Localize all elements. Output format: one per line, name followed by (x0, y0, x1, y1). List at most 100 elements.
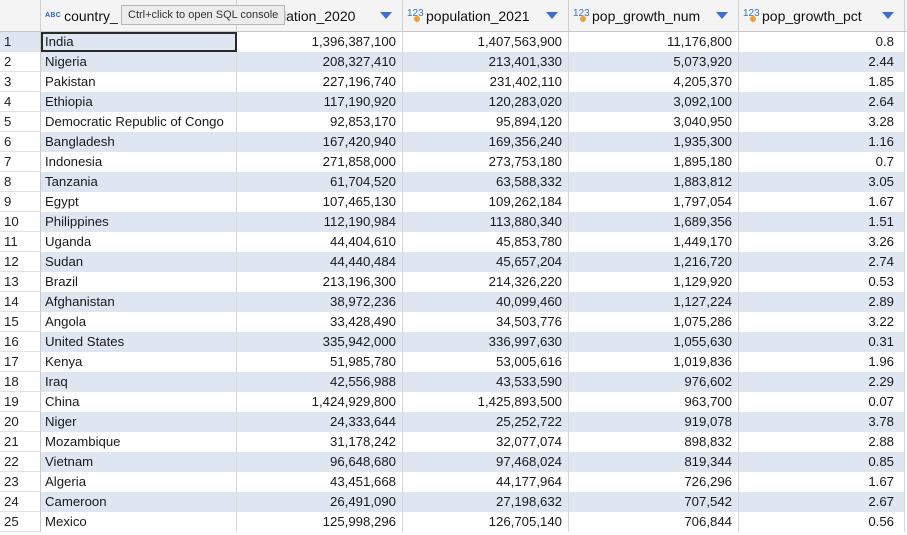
column-header-pop-growth-num[interactable]: 123 pop_growth_num (569, 0, 739, 31)
cell-country[interactable]: Niger (41, 412, 237, 432)
cell-pop-growth-num[interactable]: 11,176,800 (569, 32, 739, 52)
cell-population-2020[interactable]: 24,333,644 (237, 412, 403, 432)
cell-pop-growth-num[interactable]: 1,055,630 (569, 332, 739, 352)
row-number[interactable]: 11 (0, 232, 41, 252)
table-row[interactable]: 8 Tanzania 61,704,520 63,588,332 1,883,812 3.… (0, 172, 907, 192)
table-row[interactable]: 2 Nigeria 208,327,410 213,401,330 5,073,920 2… (0, 52, 907, 72)
cell-pop-growth-num[interactable]: 1,797,054 (569, 192, 739, 212)
cell-country[interactable]: Cameroon (41, 492, 237, 512)
cell-population-2020[interactable]: 167,420,940 (237, 132, 403, 152)
cell-population-2020[interactable]: 1,396,387,100 (237, 32, 403, 52)
cell-country[interactable]: Democratic Republic of Congo (41, 112, 237, 132)
cell-population-2020[interactable]: 107,465,130 (237, 192, 403, 212)
cell-pop-growth-pct[interactable]: 3.22 (739, 312, 905, 332)
cell-pop-growth-pct[interactable]: 0.85 (739, 452, 905, 472)
row-number[interactable]: 13 (0, 272, 41, 292)
table-row[interactable]: 18 Iraq 42,556,988 43,533,590 976,602 2.29 (0, 372, 907, 392)
cell-pop-growth-pct[interactable]: 0.07 (739, 392, 905, 412)
column-header-population-2020[interactable]: lation_2020 (237, 0, 403, 31)
cell-pop-growth-num[interactable]: 726,296 (569, 472, 739, 492)
row-number[interactable]: 22 (0, 452, 41, 472)
cell-population-2021[interactable]: 40,099,460 (403, 292, 569, 312)
cell-population-2021[interactable]: 53,005,616 (403, 352, 569, 372)
table-row[interactable]: 11 Uganda 44,404,610 45,853,780 1,449,170 3.2… (0, 232, 907, 252)
cell-country[interactable]: Brazil (41, 272, 237, 292)
cell-pop-growth-num[interactable]: 3,040,950 (569, 112, 739, 132)
cell-population-2020[interactable]: 44,404,610 (237, 232, 403, 252)
cell-population-2021[interactable]: 45,853,780 (403, 232, 569, 252)
cell-country[interactable]: Philippines (41, 212, 237, 232)
row-number[interactable]: 15 (0, 312, 41, 332)
table-row[interactable]: 15 Angola 33,428,490 34,503,776 1,075,286 3.2… (0, 312, 907, 332)
cell-population-2020[interactable]: 38,972,236 (237, 292, 403, 312)
cell-pop-growth-pct[interactable]: 0.56 (739, 512, 905, 532)
cell-population-2020[interactable]: 213,196,300 (237, 272, 403, 292)
cell-population-2020[interactable]: 117,190,920 (237, 92, 403, 112)
cell-population-2020[interactable]: 31,178,242 (237, 432, 403, 452)
cell-population-2021[interactable]: 32,077,074 (403, 432, 569, 452)
cell-pop-growth-num[interactable]: 1,449,170 (569, 232, 739, 252)
cell-country[interactable]: Vietnam (41, 452, 237, 472)
table-row[interactable]: 13 Brazil 213,196,300 214,326,220 1,129,920 0… (0, 272, 907, 292)
chevron-down-icon[interactable] (380, 12, 392, 19)
row-number[interactable]: 5 (0, 112, 41, 132)
table-row[interactable]: 1 India 1,396,387,100 1,407,563,900 11,176,8… (0, 32, 907, 52)
row-number[interactable]: 12 (0, 252, 41, 272)
cell-pop-growth-num[interactable]: 706,844 (569, 512, 739, 532)
cell-pop-growth-num[interactable]: 1,895,180 (569, 152, 739, 172)
cell-population-2021[interactable]: 44,177,964 (403, 472, 569, 492)
cell-pop-growth-pct[interactable]: 3.28 (739, 112, 905, 132)
table-row[interactable]: 17 Kenya 51,985,780 53,005,616 1,019,836 1.96 (0, 352, 907, 372)
cell-population-2021[interactable]: 63,588,332 (403, 172, 569, 192)
cell-pop-growth-pct[interactable]: 2.88 (739, 432, 905, 452)
cell-country[interactable]: Kenya (41, 352, 237, 372)
row-number[interactable]: 8 (0, 172, 41, 192)
cell-pop-growth-pct[interactable]: 0.31 (739, 332, 905, 352)
row-number[interactable]: 6 (0, 132, 41, 152)
cell-pop-growth-pct[interactable]: 1.51 (739, 212, 905, 232)
cell-pop-growth-pct[interactable]: 3.78 (739, 412, 905, 432)
cell-pop-growth-num[interactable]: 1,075,286 (569, 312, 739, 332)
row-number[interactable]: 14 (0, 292, 41, 312)
cell-population-2021[interactable]: 120,283,020 (403, 92, 569, 112)
table-row[interactable]: 14 Afghanistan 38,972,236 40,099,460 1,127,2… (0, 292, 907, 312)
cell-pop-growth-num[interactable]: 5,073,920 (569, 52, 739, 72)
cell-pop-growth-num[interactable]: 1,127,224 (569, 292, 739, 312)
cell-pop-growth-num[interactable]: 1,216,720 (569, 252, 739, 272)
row-number[interactable]: 18 (0, 372, 41, 392)
cell-country[interactable]: India (41, 32, 237, 52)
cell-country[interactable]: Egypt (41, 192, 237, 212)
cell-population-2021[interactable]: 113,880,340 (403, 212, 569, 232)
chevron-down-icon[interactable] (546, 12, 558, 19)
cell-pop-growth-pct[interactable]: 0.53 (739, 272, 905, 292)
cell-country[interactable]: Afghanistan (41, 292, 237, 312)
table-row[interactable]: 21 Mozambique 31,178,242 32,077,074 898,832 2… (0, 432, 907, 452)
cell-population-2021[interactable]: 231,402,110 (403, 72, 569, 92)
cell-pop-growth-pct[interactable]: 1.67 (739, 472, 905, 492)
cell-population-2020[interactable]: 43,451,668 (237, 472, 403, 492)
table-row[interactable]: 22 Vietnam 96,648,680 97,468,024 819,344 0.85 (0, 452, 907, 472)
cell-pop-growth-pct[interactable]: 1.96 (739, 352, 905, 372)
cell-pop-growth-pct[interactable]: 2.29 (739, 372, 905, 392)
cell-country[interactable]: Angola (41, 312, 237, 332)
cell-pop-growth-pct[interactable]: 2.89 (739, 292, 905, 312)
cell-pop-growth-pct[interactable]: 1.67 (739, 192, 905, 212)
cell-population-2021[interactable]: 214,326,220 (403, 272, 569, 292)
cell-pop-growth-pct[interactable]: 3.05 (739, 172, 905, 192)
cell-population-2020[interactable]: 125,998,296 (237, 512, 403, 532)
cell-population-2020[interactable]: 208,327,410 (237, 52, 403, 72)
table-row[interactable]: 16 United States 335,942,000 336,997,630 1,0… (0, 332, 907, 352)
cell-country[interactable]: Nigeria (41, 52, 237, 72)
chevron-down-icon[interactable] (716, 12, 728, 19)
cell-population-2020[interactable]: 92,853,170 (237, 112, 403, 132)
row-number[interactable]: 17 (0, 352, 41, 372)
cell-population-2020[interactable]: 26,491,090 (237, 492, 403, 512)
column-header-population-2021[interactable]: 123 population_2021 (403, 0, 569, 31)
cell-pop-growth-num[interactable]: 919,078 (569, 412, 739, 432)
cell-population-2021[interactable]: 169,356,240 (403, 132, 569, 152)
cell-country[interactable]: Indonesia (41, 152, 237, 172)
cell-pop-growth-pct[interactable]: 0.7 (739, 152, 905, 172)
row-number[interactable]: 4 (0, 92, 41, 112)
row-number[interactable]: 2 (0, 52, 41, 72)
cell-pop-growth-num[interactable]: 4,205,370 (569, 72, 739, 92)
